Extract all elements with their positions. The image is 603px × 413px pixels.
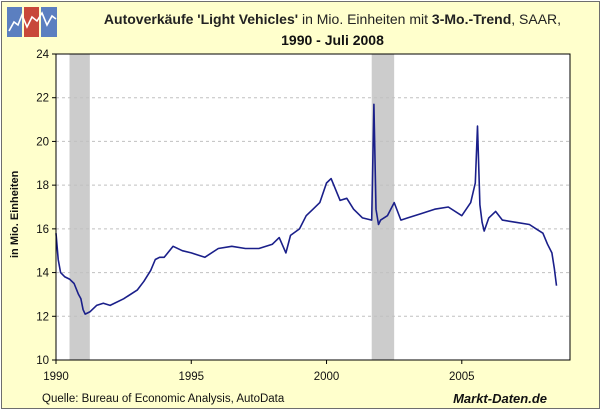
y-tick-label: 16 xyxy=(36,224,49,236)
x-tick-label: 2000 xyxy=(314,371,340,383)
x-tick-label: 1990 xyxy=(43,371,69,383)
y-tick-label: 14 xyxy=(36,268,49,280)
y-tick-label: 18 xyxy=(36,180,49,192)
y-tick-label: 10 xyxy=(36,355,49,367)
recession-band xyxy=(371,54,395,360)
plot-area xyxy=(56,54,570,360)
series-line xyxy=(55,103,558,315)
x-tick-label: 2005 xyxy=(449,371,475,383)
source-note: Quelle: Bureau of Economic Analysis, Aut… xyxy=(42,393,285,405)
chart-svg: 10 12 14 16 18 20 22 24 1990 1995 2000 2005 xyxy=(36,49,571,383)
y-tick-label: 22 xyxy=(36,93,49,105)
plot-border xyxy=(55,53,571,361)
y-tick-label: 12 xyxy=(36,311,49,323)
chart-subtitle: 1990 - Juli 2008 xyxy=(281,32,384,48)
brand-label: Markt-Daten.de xyxy=(453,391,547,406)
chart-title: Autoverkäufe 'Light Vehicles' in Mio. Ei… xyxy=(103,11,562,27)
x-tick-label: 1995 xyxy=(178,371,204,383)
y-tick-label: 20 xyxy=(36,136,49,148)
chart-logo-icon xyxy=(7,7,57,37)
y-tick-label: 24 xyxy=(36,49,49,61)
